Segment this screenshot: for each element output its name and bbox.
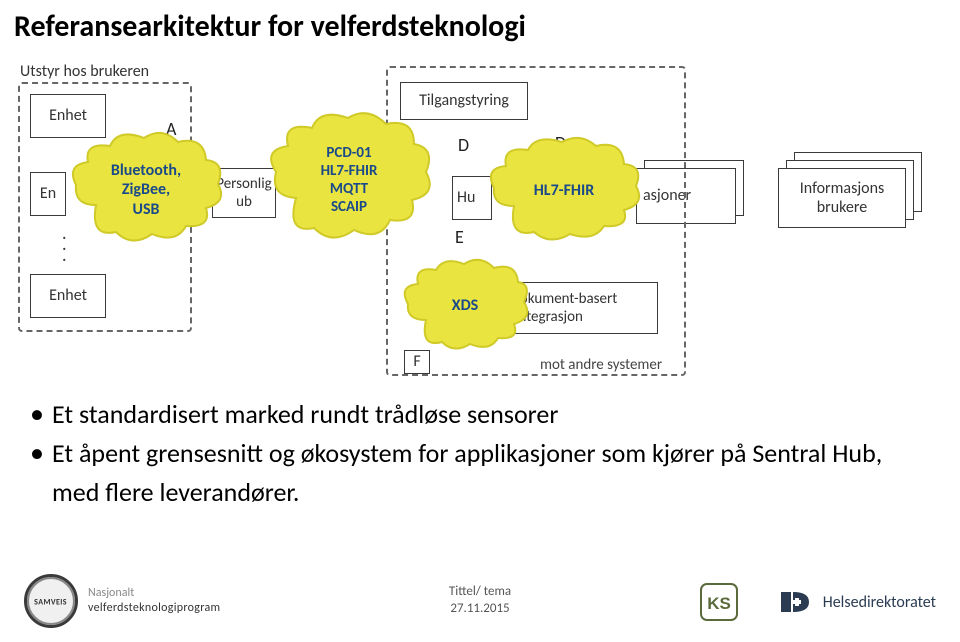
cloud-bluetooth: Bluetooth, ZigBee, USB	[66, 130, 226, 250]
info-brukere-box: Informasjons brukere	[778, 168, 906, 228]
enhet-box-3: Enhet	[30, 274, 106, 318]
bullet-1: Et standardisert marked rundt trådløse s…	[30, 395, 930, 434]
page-title: Referansearkitektur for velferdsteknolog…	[14, 8, 526, 45]
svg-text:KS: KS	[707, 594, 731, 613]
hdir-label: Helsedirektoratet	[823, 593, 936, 612]
utstyr-label: Utstyr hos brukeren	[20, 62, 149, 81]
footer: SAMVEIS Nasjonalt velferdsteknologiprogr…	[0, 560, 960, 642]
cloud-fhir: HL7-FHIR	[484, 136, 644, 246]
helsedirektoratet: Helsedirektoratet	[779, 588, 936, 616]
bullet-list: Et standardisert marked rundt trådløse s…	[30, 395, 930, 512]
cloud-bluetooth-text: Bluetooth, ZigBee, USB	[66, 130, 226, 250]
cloud-fhir-text: HL7-FHIR	[484, 136, 644, 246]
bullet-2: Et åpent grensesnitt og økosystem for ap…	[30, 434, 930, 512]
enhet-box-2-partial: En	[30, 172, 66, 216]
cloud-xds-text: XDS	[400, 258, 530, 354]
hdir-icon	[779, 588, 815, 616]
mot-andre-label: mot andre systemer	[540, 356, 662, 374]
cloud-pcd-text: PCD-01 HL7-FHIR MQTT SCAIP	[264, 110, 434, 250]
ks-icon: KS	[699, 582, 739, 622]
cloud-xds: XDS	[400, 258, 530, 354]
cloud-pcd: PCD-01 HL7-FHIR MQTT SCAIP	[264, 110, 434, 250]
footer-right: KS Helsedirektoratet	[699, 582, 936, 622]
